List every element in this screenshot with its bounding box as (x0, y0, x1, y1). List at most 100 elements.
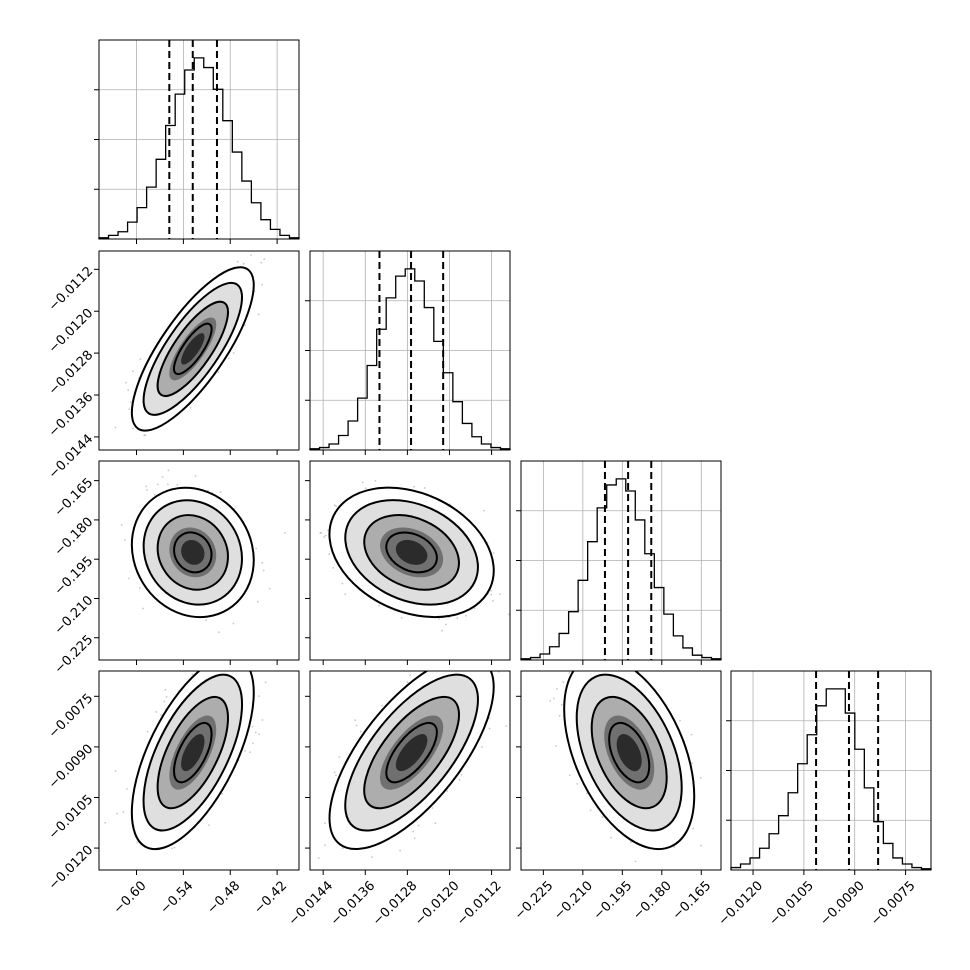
scatter-point (146, 730, 149, 733)
scatter-point (167, 469, 170, 472)
contour-line (363, 514, 460, 591)
scatter-point (335, 505, 337, 508)
scatter-point (258, 733, 260, 736)
scatter-point (264, 681, 267, 684)
scatter-point (228, 245, 230, 247)
density-band (181, 539, 205, 565)
scatter-point (146, 489, 148, 491)
scatter-point (221, 792, 224, 795)
scatter-point (603, 664, 605, 666)
scatter-point (255, 547, 257, 550)
scatter-point (586, 792, 588, 795)
scatter-point (505, 725, 508, 727)
scatter-point (261, 561, 264, 564)
scatter-point (228, 357, 230, 360)
panel-frame (309, 250, 511, 451)
scatter-point (629, 841, 632, 844)
contour-line (328, 486, 495, 619)
scatter-point (127, 577, 130, 580)
scatter-point (458, 779, 461, 781)
scatter-point (441, 629, 443, 632)
scatter-point (263, 258, 266, 260)
scatter-point (354, 719, 357, 721)
scatter-point (244, 324, 246, 327)
scatter-point (254, 731, 257, 734)
scatter-point (679, 719, 681, 722)
scatter-point (139, 358, 142, 361)
scatter-point (406, 681, 409, 684)
scatter-point (225, 653, 227, 655)
scatter-point (176, 483, 179, 486)
histogram-line (730, 688, 932, 870)
panel-frame (98, 39, 300, 240)
scatter-point (250, 254, 253, 256)
scatter-point (116, 812, 119, 815)
contour-line (385, 531, 438, 574)
density-band (395, 734, 428, 772)
scatter-point (219, 491, 222, 494)
scatter-point (208, 824, 210, 826)
scatter-point (145, 485, 148, 488)
scatter-point (562, 681, 565, 684)
scatter-point (338, 756, 341, 758)
scatter-point (493, 651, 495, 653)
scatter-point (167, 483, 169, 486)
scatter-point (560, 703, 563, 706)
contour-line (130, 671, 255, 851)
scatter-point (456, 617, 459, 620)
scatter-point (253, 629, 255, 631)
scatter-point (194, 475, 197, 477)
scatter-point (251, 742, 254, 745)
scatter-point (114, 770, 117, 772)
scatter-point (409, 674, 412, 677)
panel-frame (98, 250, 300, 451)
scatter-point (413, 485, 415, 488)
scatter-point (599, 664, 601, 666)
scatter-panel-4-3 (520, 654, 722, 871)
scatter-point (618, 656, 620, 658)
histogram-line (520, 478, 722, 660)
scatter-point (241, 668, 243, 670)
scatter-point (481, 746, 484, 748)
contour-line (156, 695, 229, 810)
contour-line (344, 673, 479, 832)
scatter-point (332, 567, 335, 569)
scatter-point (125, 381, 127, 384)
scatter-point (344, 593, 347, 596)
scatter-point (163, 700, 166, 703)
scatter-point (160, 714, 162, 716)
scatter-point (114, 426, 117, 429)
scatter-point (552, 697, 555, 700)
panel-frame (309, 670, 511, 871)
scatter-point (131, 427, 134, 430)
scatter-point (335, 774, 337, 777)
scatter-point (218, 631, 220, 634)
scatter-point (124, 539, 126, 541)
scatter-point (490, 589, 492, 592)
hist-panel-3 (516, 460, 722, 661)
scatter-point (631, 669, 633, 671)
contour-line (173, 531, 213, 574)
scatter-point (399, 849, 401, 852)
scatter-point (364, 487, 367, 490)
scatter-point (324, 534, 327, 537)
scatter-point (444, 623, 447, 626)
scatter-point (127, 389, 130, 391)
contour-line (142, 281, 244, 416)
scatter-point (249, 751, 252, 754)
scatter-point (361, 481, 364, 484)
panel-frame (730, 670, 932, 871)
contour-line (130, 486, 255, 619)
scatter-point (589, 809, 592, 812)
scatter-point (374, 480, 377, 482)
scatter-point (320, 531, 322, 534)
scatter-point (381, 704, 383, 707)
scatter-point (165, 696, 168, 698)
scatter-point (483, 509, 485, 512)
scatter-point (513, 677, 515, 679)
contour-line (156, 300, 229, 398)
scatter-point (488, 727, 491, 730)
scatter-point (606, 654, 608, 656)
scatter-panel-4-1 (98, 629, 300, 871)
